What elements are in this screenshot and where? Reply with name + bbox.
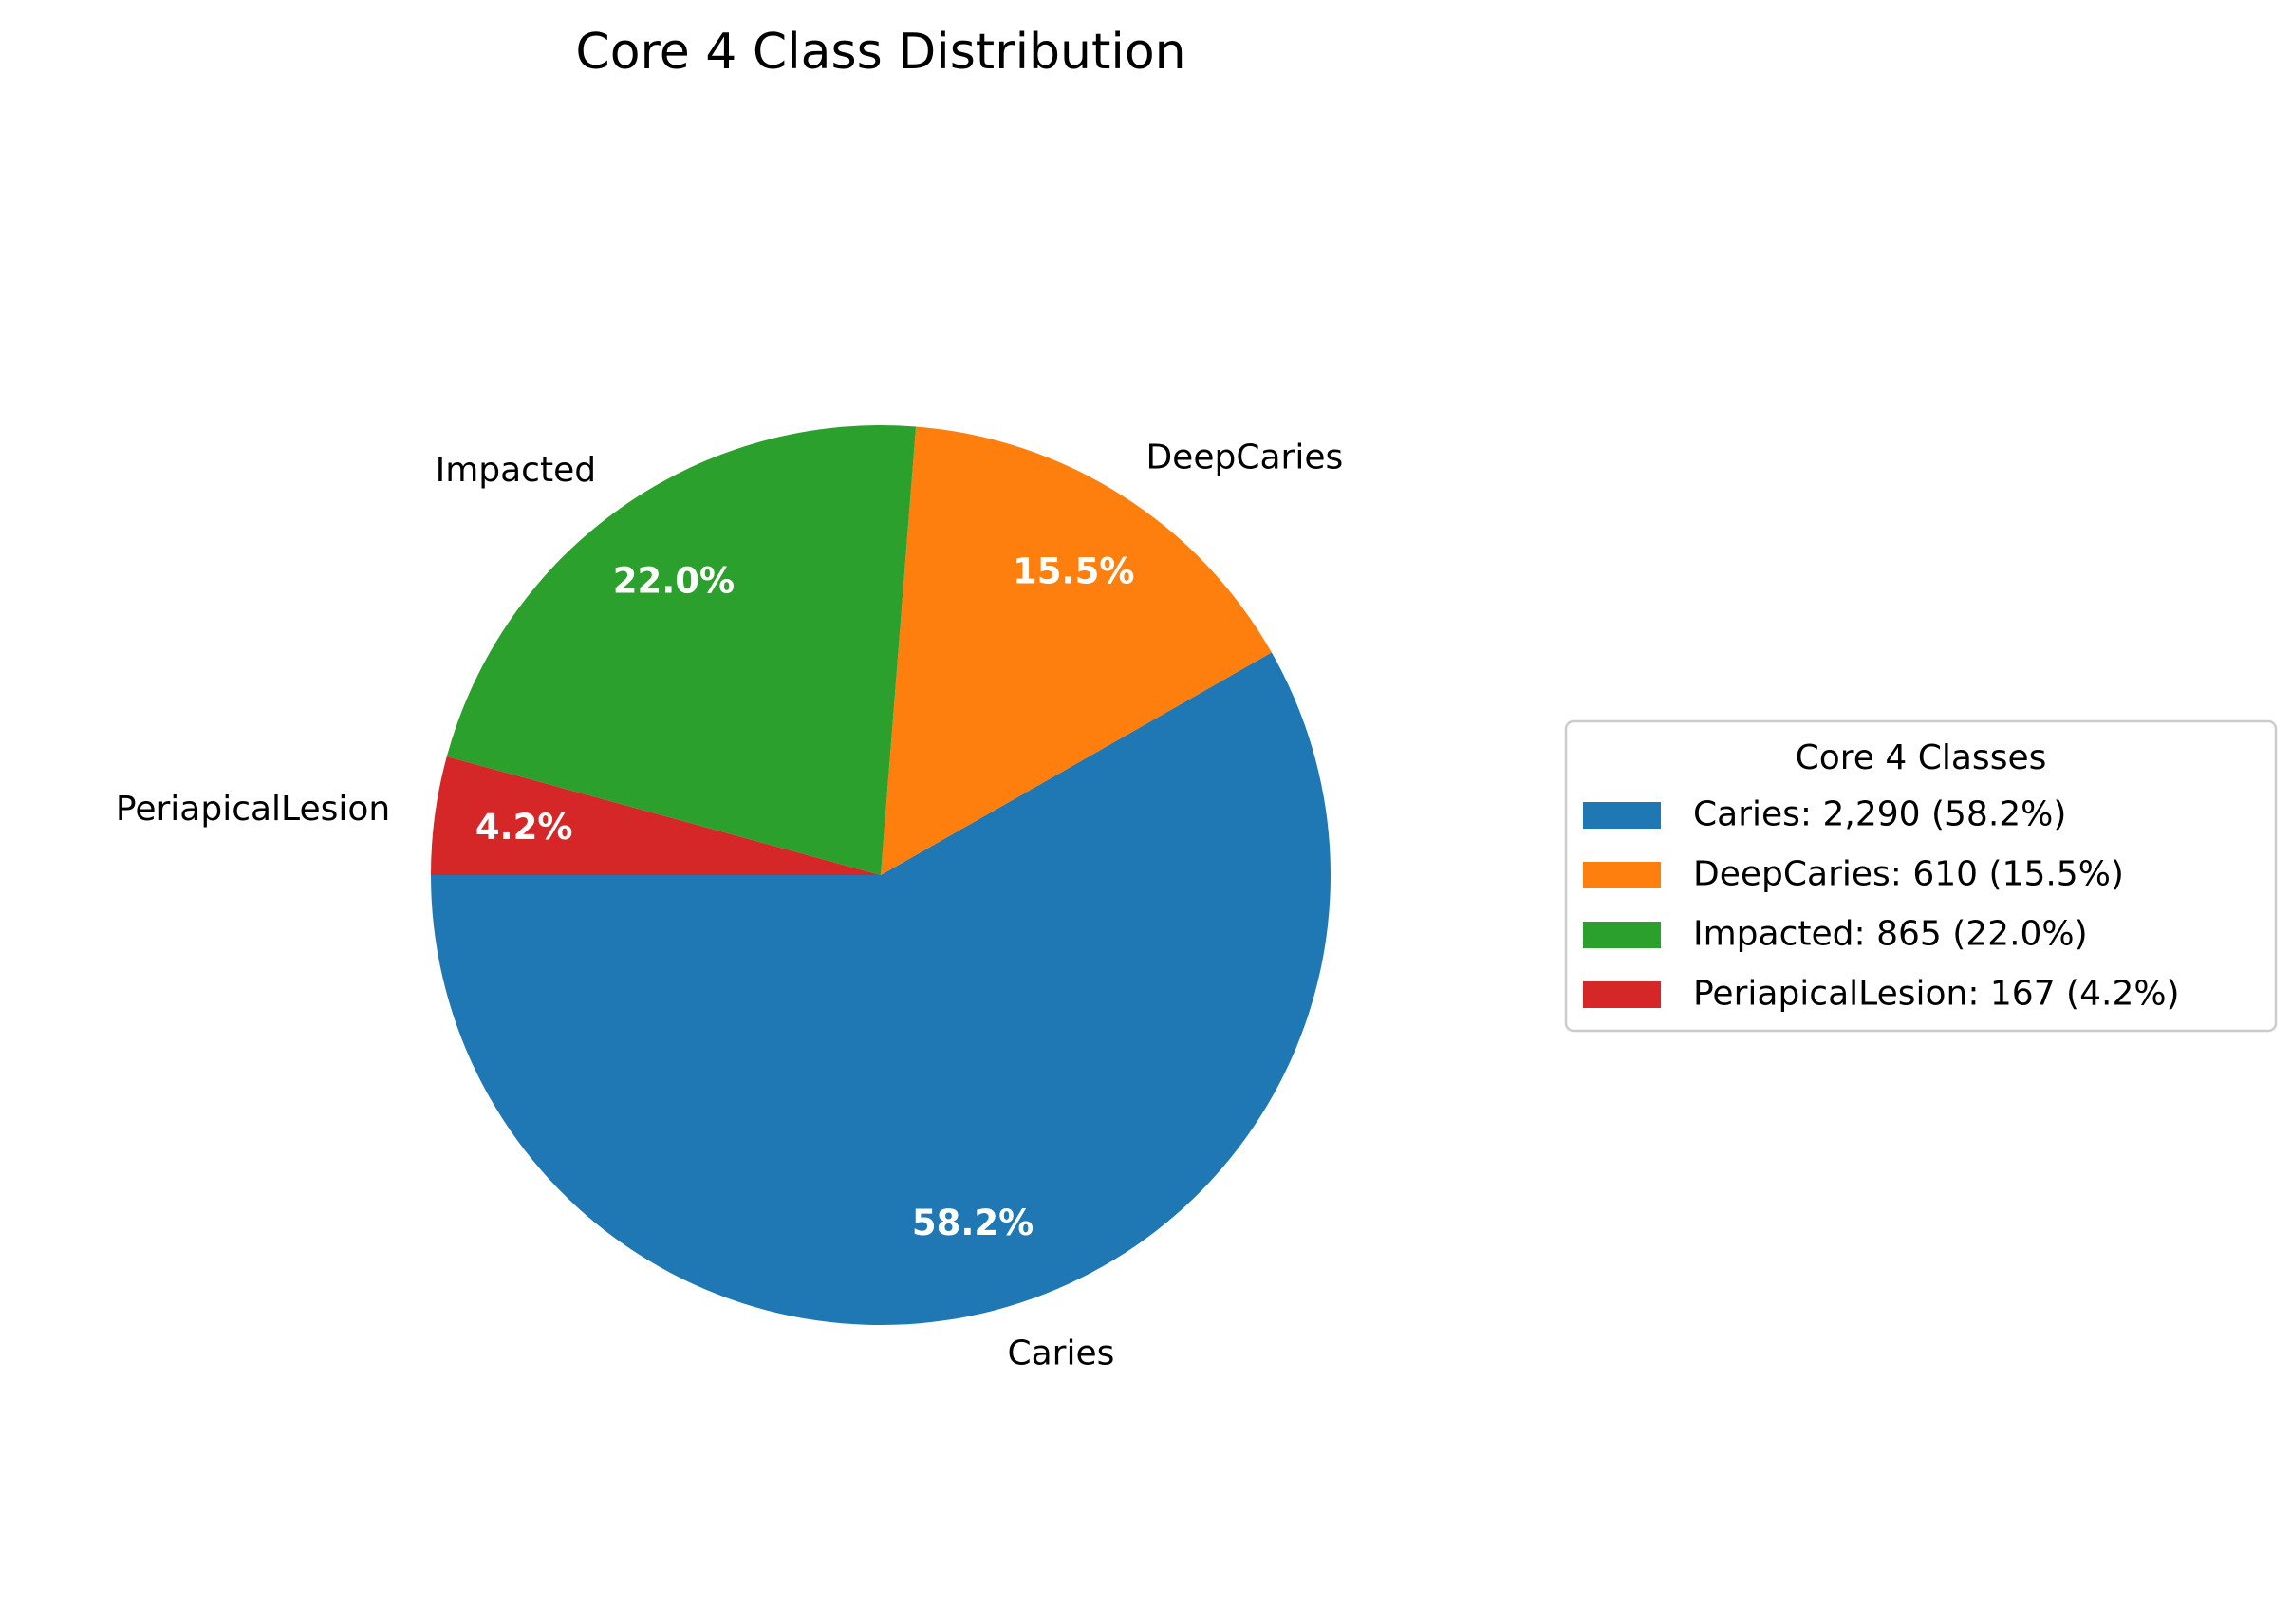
legend-swatch-caries xyxy=(1583,802,1661,829)
slice-label-periapicallesion: PeriapicalLesion xyxy=(116,790,390,829)
legend-entries: Caries: 2,290 (58.2%) DeepCaries: 610 (15… xyxy=(1583,795,2180,1014)
slice-percent-impacted: 22.0% xyxy=(613,560,735,601)
pie-slice-deepcaries xyxy=(881,426,1272,875)
slice-percent-caries: 58.2% xyxy=(912,1203,1034,1243)
pie-slice-impacted xyxy=(446,424,917,875)
legend-entry-deepcaries: DeepCaries: 610 (15.5%) xyxy=(1693,855,2124,894)
legend-entry-periapicallesion: PeriapicalLesion: 167 (4.2%) xyxy=(1693,975,2180,1014)
legend-title: Core 4 Classes xyxy=(1796,738,2047,777)
legend: Core 4 Classes Caries: 2,290 (58.2%) Deep… xyxy=(1564,719,2278,1033)
legend-swatch-periapicallesion xyxy=(1583,981,1661,1008)
pie-slices xyxy=(431,424,1332,1325)
slice-percent-periapicallesion: 4.2% xyxy=(475,807,573,848)
chart-title: Core 4 Class Distribution xyxy=(575,24,1185,81)
pie-slice-caries xyxy=(431,652,1332,1325)
legend-entry-caries: Caries: 2,290 (58.2%) xyxy=(1693,795,2066,834)
legend-swatch-deepcaries xyxy=(1583,862,1661,888)
slice-percent-labels: 58.2% 15.5% 22.0% 4.2% xyxy=(475,551,1135,1243)
slice-outer-labels: Caries DeepCaries Impacted PeriapicalLesion xyxy=(116,438,1343,1372)
pie-slice-periapicallesion xyxy=(431,756,881,875)
legend-swatch-impacted xyxy=(1583,922,1661,948)
legend-frame xyxy=(1564,719,2278,1033)
slice-label-caries: Caries xyxy=(1007,1335,1114,1373)
slice-percent-deepcaries: 15.5% xyxy=(1013,551,1134,591)
slice-label-deepcaries: DeepCaries xyxy=(1146,438,1343,476)
legend-entry-impacted: Impacted: 865 (22.0%) xyxy=(1693,915,2088,954)
slice-label-impacted: Impacted xyxy=(436,451,597,490)
